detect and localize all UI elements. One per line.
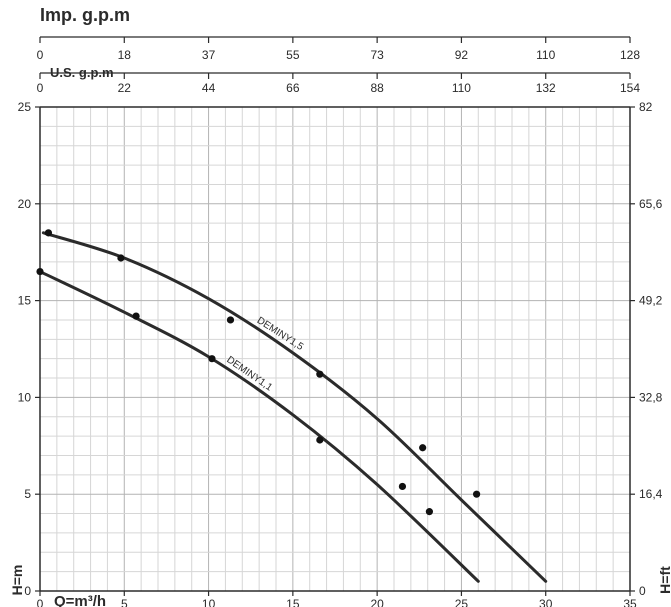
series-data-point <box>316 370 324 378</box>
us-gpm-tick-label: 66 <box>286 81 300 95</box>
chart-points <box>36 229 481 516</box>
series-data-point <box>208 355 216 363</box>
x-bottom-tick-label: 35 <box>623 597 637 607</box>
x-bottom-tick-label: 0 <box>37 597 44 607</box>
y-right-axis-title: H=ft <box>657 566 671 594</box>
series-data-point <box>398 482 407 491</box>
series-data-point <box>44 229 53 237</box>
imp-gpm-tick-label: 37 <box>202 48 216 62</box>
series-label: DEMINY1,1 <box>224 354 274 393</box>
imp-gpm-axis-title: Imp. g.p.m <box>40 5 130 25</box>
y-left-tick-label: 20 <box>18 197 32 211</box>
imp-gpm-tick-label: 18 <box>118 48 132 62</box>
y-right-tick-label: 82 <box>639 100 653 114</box>
us-gpm-tick-label: 88 <box>370 81 384 95</box>
y-left-tick-label: 5 <box>24 487 31 501</box>
us-gpm-tick-label: 154 <box>620 81 640 95</box>
us-gpm-tick-label: 0 <box>37 81 44 95</box>
y-left-axis-title: H=m <box>9 565 25 596</box>
x-bottom-tick-label: 5 <box>121 597 128 607</box>
series-label: DEMINY1,5 <box>255 315 306 353</box>
x-bottom-tick-label: 20 <box>370 597 384 607</box>
x-bottom-tick-label: 25 <box>455 597 469 607</box>
y-right-tick-label: 32,8 <box>639 390 663 404</box>
us-gpm-tick-label: 110 <box>452 81 471 95</box>
series-data-point <box>226 316 235 324</box>
series-curve <box>41 231 548 583</box>
series-data-point <box>316 436 324 444</box>
imp-gpm-tick-label: 73 <box>370 48 384 62</box>
y-right-tick-label: 49,2 <box>639 294 663 308</box>
x-bottom-tick-label: 30 <box>539 597 553 607</box>
imp-gpm-tick-label: 0 <box>37 48 44 62</box>
us-gpm-axis-title: U.S. g.p.m <box>50 65 114 80</box>
imp-gpm-tick-label: 110 <box>536 48 555 62</box>
y-right-tick-label: 65,6 <box>639 197 663 211</box>
x-bottom-tick-label: 15 <box>286 597 300 607</box>
us-gpm-tick-label: 132 <box>536 81 556 95</box>
imp-gpm-tick-label: 128 <box>620 48 640 62</box>
y-left-tick-label: 15 <box>18 294 32 308</box>
series-data-point <box>36 267 44 276</box>
series-data-point <box>117 254 125 262</box>
series-data-point <box>473 490 481 498</box>
y-left-tick-label: 25 <box>18 100 32 114</box>
us-gpm-tick-label: 22 <box>118 81 132 95</box>
x-bottom-axis-title: Q=m³/h <box>54 593 106 607</box>
y-right-tick-label: 16,4 <box>639 487 663 501</box>
series-data-point <box>425 508 433 516</box>
imp-gpm-tick-label: 55 <box>286 48 300 62</box>
imp-gpm-tick-label: 92 <box>455 48 469 62</box>
y-right-tick-label: 0 <box>639 584 646 598</box>
us-gpm-tick-label: 44 <box>202 81 216 95</box>
series-curve <box>38 270 480 583</box>
chart-grid <box>39 106 631 592</box>
y-left-tick-label: 0 <box>24 584 31 598</box>
x-bottom-tick-label: 10 <box>202 597 216 607</box>
series-data-point <box>419 444 427 452</box>
series-data-point <box>132 312 140 320</box>
y-left-tick-label: 10 <box>18 390 32 404</box>
